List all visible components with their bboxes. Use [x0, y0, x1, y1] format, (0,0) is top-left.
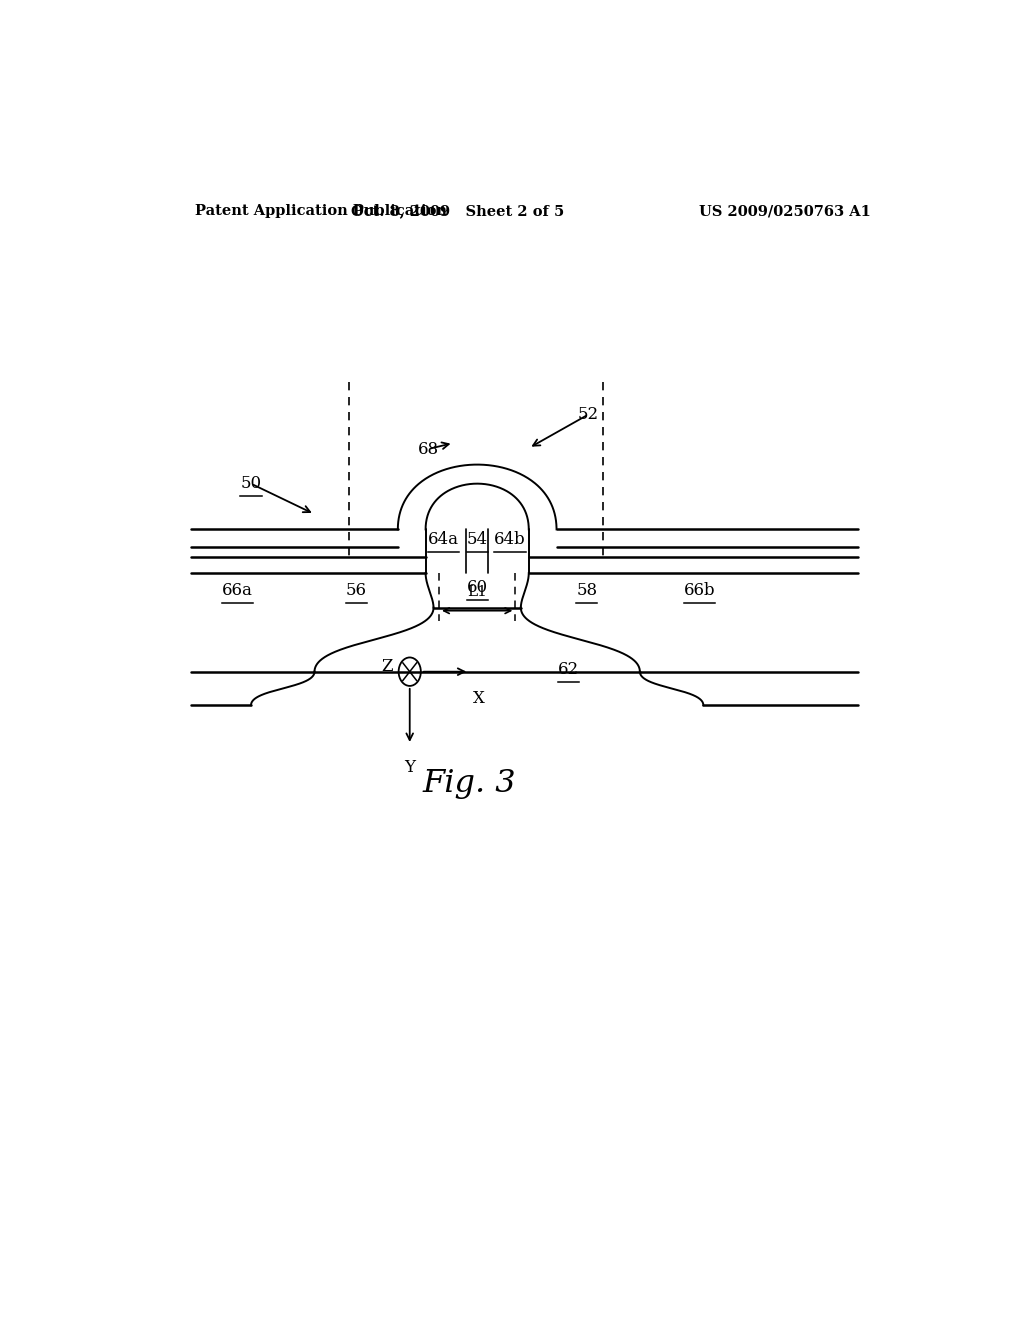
- Text: 50: 50: [241, 475, 261, 492]
- Text: X: X: [473, 690, 484, 708]
- Text: Patent Application Publication: Patent Application Publication: [196, 205, 447, 218]
- Text: US 2009/0250763 A1: US 2009/0250763 A1: [699, 205, 871, 218]
- Text: L1: L1: [467, 585, 487, 598]
- Text: 64b: 64b: [494, 531, 525, 548]
- Text: 66a: 66a: [222, 582, 253, 599]
- Text: 54: 54: [467, 531, 487, 548]
- Text: 52: 52: [578, 407, 599, 422]
- Text: 60: 60: [467, 579, 487, 595]
- Text: 68: 68: [418, 441, 438, 458]
- Text: 66b: 66b: [684, 582, 715, 599]
- Text: Oct. 8, 2009   Sheet 2 of 5: Oct. 8, 2009 Sheet 2 of 5: [350, 205, 564, 218]
- Text: 62: 62: [558, 661, 579, 678]
- Text: Y: Y: [404, 759, 415, 776]
- Text: Z: Z: [382, 659, 393, 675]
- Text: 56: 56: [346, 582, 367, 599]
- Text: Fig. 3: Fig. 3: [423, 768, 516, 799]
- Text: 64a: 64a: [428, 531, 460, 548]
- Text: 58: 58: [577, 582, 597, 599]
